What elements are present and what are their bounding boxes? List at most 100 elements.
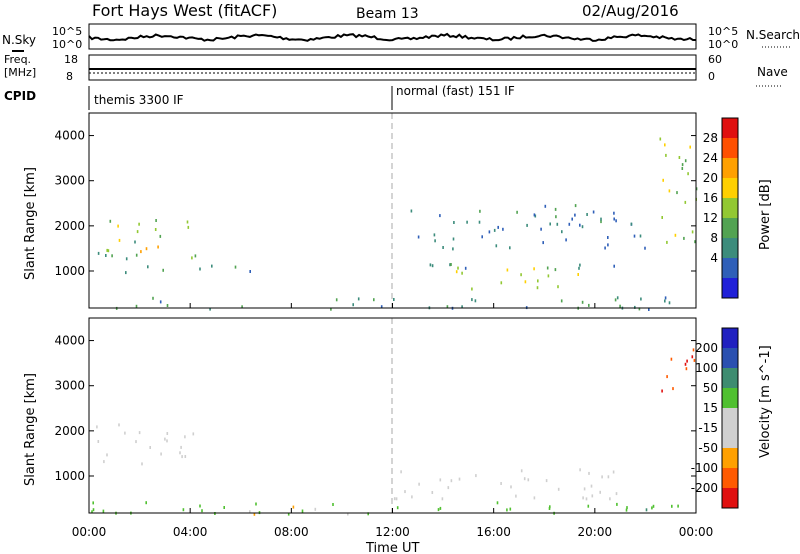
data-cell xyxy=(616,296,619,300)
data-cell xyxy=(592,210,595,214)
data-cell xyxy=(591,494,594,498)
data-cell xyxy=(633,234,636,238)
data-cell xyxy=(194,254,197,258)
data-cell xyxy=(404,490,406,494)
data-cell xyxy=(439,478,442,482)
data-cell xyxy=(689,145,691,149)
data-cell xyxy=(159,300,162,304)
data-cell xyxy=(674,233,677,237)
data-cell xyxy=(678,156,681,159)
x-tick-label: 20:00 xyxy=(578,525,613,539)
power-y-ticks: 1000 2000 3000 4000 xyxy=(54,129,696,278)
data-cell xyxy=(601,475,603,479)
data-cell xyxy=(160,452,162,456)
x-axis-ticks: 00:00 04:00 08:00 12:00 16:00 20:00 00:00 xyxy=(72,303,713,539)
data-cell xyxy=(661,389,663,393)
data-cell xyxy=(446,305,449,309)
data-cell xyxy=(393,497,396,501)
data-cell xyxy=(579,468,581,472)
data-cell xyxy=(510,485,512,489)
data-cell xyxy=(395,497,398,501)
freq-label-bottom: [MHz] xyxy=(4,66,36,79)
colorbar-swatch xyxy=(722,118,738,139)
data-cell xyxy=(332,503,334,506)
colorbar-swatch xyxy=(722,368,738,389)
colorbar-tick-label: 24 xyxy=(703,151,718,165)
colorbar-swatch xyxy=(722,448,738,469)
power-colorbar: 28 24 20 16 12 8 4 xyxy=(703,117,739,299)
data-cell xyxy=(588,303,590,307)
data-cell xyxy=(449,263,451,267)
data-cell xyxy=(574,213,576,217)
data-cell xyxy=(545,479,548,483)
data-cell xyxy=(125,257,128,261)
x-tick-label: 08:00 xyxy=(274,525,309,539)
noise-left-tick-top: 10^5 xyxy=(52,25,82,38)
data-cell xyxy=(461,271,463,275)
data-cell xyxy=(613,211,615,215)
data-cell xyxy=(672,387,674,391)
colorbar-swatch xyxy=(722,348,738,369)
data-cell xyxy=(437,508,440,512)
data-cell xyxy=(159,234,162,238)
data-cell xyxy=(396,506,399,510)
data-cell xyxy=(433,233,436,237)
data-cell xyxy=(497,225,499,229)
data-cell xyxy=(453,221,455,224)
data-cell xyxy=(111,254,113,258)
data-cell xyxy=(223,506,225,509)
data-cell xyxy=(418,482,420,486)
data-cell xyxy=(560,299,563,303)
data-cell xyxy=(96,425,98,429)
data-cell xyxy=(107,249,110,253)
data-cell xyxy=(546,266,549,270)
colorbar-tick-label: 16 xyxy=(703,191,718,205)
data-cell xyxy=(540,227,542,231)
data-cell xyxy=(613,217,615,221)
data-cell xyxy=(140,250,142,254)
noise-trace xyxy=(88,32,696,42)
data-cell xyxy=(124,431,126,435)
data-cell xyxy=(681,167,684,170)
x-tick-label: 12:00 xyxy=(375,525,410,539)
data-cell xyxy=(380,305,383,309)
data-cell xyxy=(439,506,442,510)
data-cell xyxy=(488,230,491,234)
data-cell xyxy=(609,497,611,501)
colorbar-swatch xyxy=(722,388,738,409)
data-cell xyxy=(639,234,642,238)
data-cell xyxy=(587,504,590,508)
colorbar-swatch xyxy=(722,198,738,219)
data-cell xyxy=(105,254,107,257)
data-cell xyxy=(668,301,671,305)
nave-tick-bottom: 0 xyxy=(708,70,715,83)
data-cell xyxy=(571,217,573,221)
data-cell xyxy=(677,504,679,508)
cpid-label: CPID xyxy=(4,89,36,103)
data-cell xyxy=(182,508,185,512)
data-cell xyxy=(138,222,140,226)
data-cell xyxy=(534,214,537,218)
data-cell xyxy=(91,510,93,514)
data-cell xyxy=(557,487,560,491)
data-cell xyxy=(118,238,121,242)
data-cell xyxy=(373,298,375,302)
data-cell xyxy=(630,222,633,226)
data-cell xyxy=(659,137,662,141)
colorbar-tick-label: -50 xyxy=(698,441,718,455)
data-cell xyxy=(500,482,502,485)
data-cell xyxy=(211,264,213,268)
data-cell xyxy=(166,439,168,443)
data-cell xyxy=(686,359,688,363)
data-cell xyxy=(615,219,617,223)
colorbar-swatch xyxy=(722,278,738,299)
data-cell xyxy=(533,213,536,217)
data-cell xyxy=(181,455,183,459)
data-cell xyxy=(442,246,444,249)
colorbar-tick-label: 4 xyxy=(710,251,718,265)
data-cell xyxy=(685,367,688,371)
data-cell xyxy=(457,266,459,270)
colorbar-tick-label: 12 xyxy=(703,211,718,225)
data-cell xyxy=(600,217,602,221)
data-cell xyxy=(287,512,290,516)
